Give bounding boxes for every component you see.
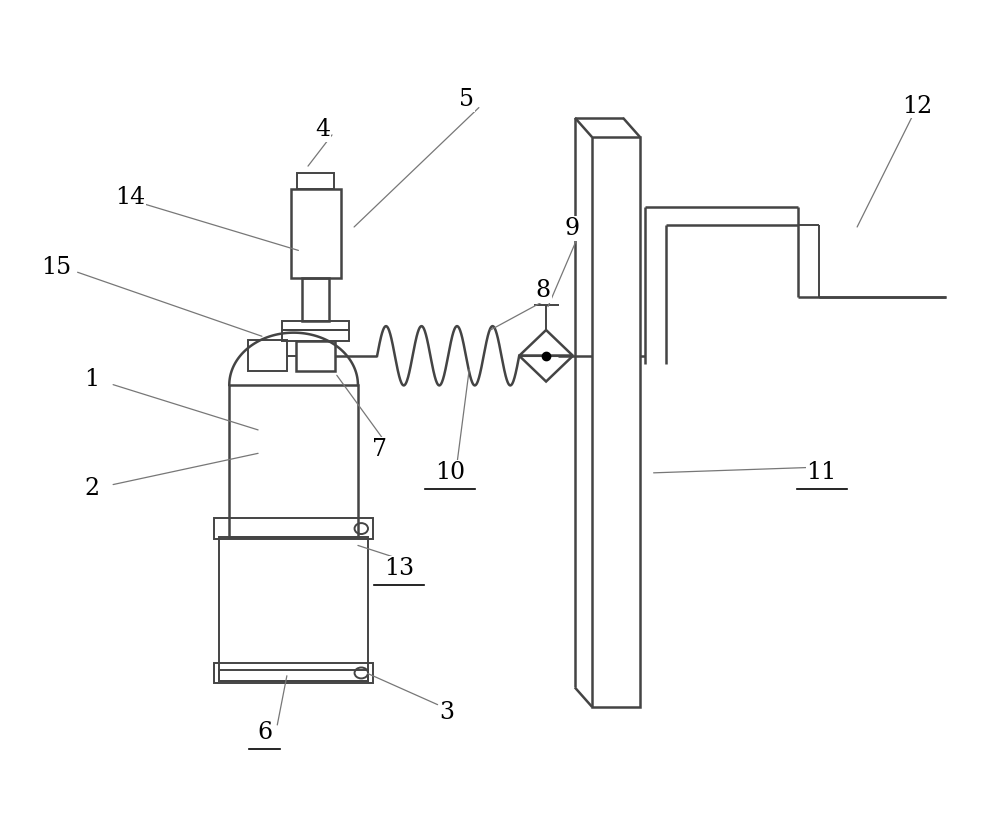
Text: 5: 5 — [459, 89, 474, 111]
Text: 8: 8 — [536, 280, 551, 302]
Text: 13: 13 — [384, 558, 414, 580]
Bar — [291, 189, 341, 278]
Text: 14: 14 — [115, 186, 146, 209]
Text: 6: 6 — [257, 721, 272, 744]
Bar — [248, 340, 287, 372]
Text: 4: 4 — [315, 118, 330, 141]
Bar — [214, 663, 373, 683]
Text: 1: 1 — [84, 367, 100, 391]
Text: 3: 3 — [440, 701, 455, 724]
Text: 2: 2 — [84, 477, 100, 500]
Bar — [282, 321, 349, 330]
Bar — [302, 278, 329, 321]
Bar — [219, 670, 368, 681]
Text: 9: 9 — [564, 217, 580, 240]
Bar — [219, 537, 368, 681]
Bar — [296, 341, 335, 371]
Text: 11: 11 — [806, 461, 837, 485]
Bar — [297, 173, 334, 189]
Text: 12: 12 — [902, 94, 933, 118]
Text: 10: 10 — [435, 461, 465, 485]
Text: 15: 15 — [41, 256, 72, 279]
Bar — [214, 519, 373, 539]
Bar — [229, 385, 358, 537]
Bar — [592, 137, 640, 707]
Text: 7: 7 — [372, 438, 388, 461]
Bar — [282, 330, 349, 341]
